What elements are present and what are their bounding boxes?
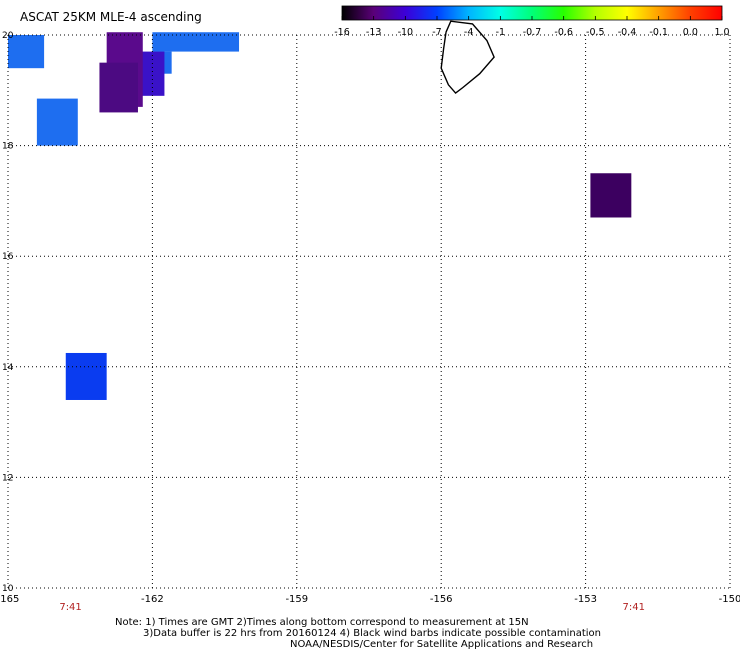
x-tick-label: -150: [719, 594, 740, 605]
data-cell: [65, 352, 107, 400]
colorbar-tick-label: -0.6: [554, 27, 573, 38]
y-tick-label: 14: [2, 363, 14, 373]
x-tick-label: -159: [285, 594, 308, 605]
data-cell: [590, 173, 632, 218]
data-cell: [152, 32, 240, 52]
colorbar-tick-label: -0.1: [649, 27, 668, 38]
y-tick-label: 12: [2, 473, 13, 483]
colorbar-tick-label: 1.0: [714, 27, 729, 38]
x-tick-label: -162: [141, 594, 164, 605]
x-tick-label: -156: [430, 594, 453, 605]
axis-labels: -165 -162 -159 -156 -153 -150 20 18 16 14 12 10 7:41…: [0, 31, 740, 613]
coastline: [440, 20, 495, 95]
colorbar-tick-label: -10: [398, 27, 414, 38]
colorbar-tick-label: -4: [464, 27, 473, 38]
y-tick-label: 18: [2, 142, 14, 152]
grid-lines: [7, 34, 731, 589]
y-tick-label: 10: [2, 584, 14, 594]
note-line-2: 3)Data buffer is 22 hrs from 20160124 4)…: [143, 628, 601, 639]
note-line-1: Note: 1) Times are GMT 2)Times along bot…: [115, 617, 529, 628]
time-label: 7:41: [59, 602, 81, 613]
x-tick-label: -153: [574, 594, 597, 605]
colorbar-tick-label: -1: [496, 27, 505, 38]
time-label: 7:41: [622, 602, 644, 613]
map-title: ASCAT 25KM MLE-4 ascending: [20, 10, 202, 24]
colorbar-tick-label: -7: [432, 27, 441, 38]
colorbar-tick-label: -13: [366, 27, 382, 38]
y-tick-label: 20: [2, 31, 14, 41]
y-tick-label: 16: [2, 252, 14, 262]
colorbar-tick-label: -16: [334, 27, 350, 38]
note-line-3: NOAA/NESDIS/Center for Satellite Applica…: [290, 639, 593, 650]
colorbar-tick-label: -0.5: [586, 27, 605, 38]
data-cells: [8, 32, 632, 400]
data-cell: [99, 62, 138, 113]
island-outline: [440, 20, 495, 95]
data-cell: [36, 98, 78, 146]
colorbar-tick-label: 0.0: [683, 27, 698, 38]
x-tick-label: -165: [0, 594, 19, 605]
colorbar-tick-label: -0.7: [523, 27, 542, 38]
colorbar: -16 -13 -10 -7 -4 -1 -0.7 -0.6 -0.5 -0.4 -0.1 0.0 1.…: [334, 5, 730, 38]
data-cell: [8, 35, 45, 69]
colorbar-tick-label: -0.4: [618, 27, 637, 38]
